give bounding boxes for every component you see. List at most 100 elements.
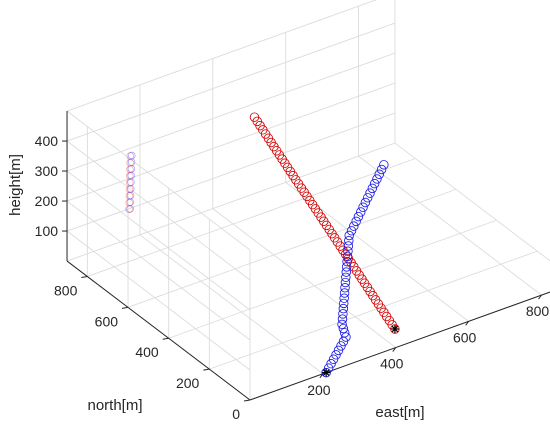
floor-gridline-y: [87, 158, 416, 277]
blue-path-point: [372, 174, 382, 184]
blue-path-point: [338, 303, 349, 314]
faint-blue-point: [128, 151, 136, 160]
blue-path-point: [331, 350, 341, 360]
blue-path-point: [344, 236, 354, 246]
grid-layer: [66, 0, 550, 401]
x-tick-label: 200: [307, 382, 331, 398]
y-axis-line: [66, 260, 251, 401]
blue-path-point: [360, 197, 371, 208]
y-axis-label: north[m]: [87, 397, 142, 414]
blue-path-point: [349, 221, 359, 231]
x-tick-label: 600: [453, 329, 477, 345]
floor-gridline-y: [127, 188, 457, 308]
blue-path-point: [339, 288, 350, 298]
blue-path-point: [336, 341, 346, 351]
blue-path-point: [353, 211, 364, 222]
side-wall-gridline-z: [66, 170, 251, 311]
y-tick-label: 200: [176, 375, 200, 391]
blue-path-point: [343, 246, 353, 256]
blue-path-point: [333, 345, 344, 356]
y-tick-mark: [162, 337, 169, 340]
side-wall-gridline-z: [66, 140, 251, 281]
y-tick-label: 400: [135, 344, 159, 360]
y-tick-mark: [243, 399, 251, 402]
box-edge: [394, 142, 550, 262]
y-tick-mark: [203, 368, 210, 371]
back-wall-gridline-z: [66, 22, 396, 142]
blue-path-point: [343, 241, 354, 251]
data-series: [125, 112, 400, 378]
z-tick-label: 300: [35, 163, 59, 179]
blue-path-point: [338, 309, 348, 319]
start-marker-asterisk: [390, 324, 399, 333]
blue-path-point: [346, 226, 357, 236]
blue-path-point: [337, 314, 348, 324]
blue-path-point: [342, 256, 352, 267]
blue-path-point: [362, 193, 373, 203]
asterisk-stroke: [322, 369, 330, 376]
z-tick-label: 400: [35, 133, 59, 149]
floor-gridline-y: [249, 291, 550, 401]
box-edge: [66, 142, 396, 262]
blue-path-point: [340, 283, 350, 293]
back-wall-gridline-z: [66, 112, 396, 232]
y-tick-label: 800: [54, 282, 78, 298]
floor-gridline-x: [358, 155, 542, 296]
blue-path-point: [341, 267, 351, 277]
side-wall-gridline-z: [66, 230, 251, 371]
red-path-point: [249, 112, 260, 122]
blue-path-point: [351, 216, 361, 227]
blue-path-point: [321, 367, 331, 378]
blue-path-point: [356, 207, 366, 217]
y-tick-label: 0: [232, 406, 240, 422]
blue-path-point: [328, 354, 339, 364]
floor-gridline-x: [285, 182, 469, 322]
blue-path-point: [369, 178, 380, 189]
blue-path-point: [337, 319, 347, 330]
y-tick-label: 600: [95, 313, 119, 329]
asterisk-stroke: [391, 325, 399, 333]
z-tick-label: 200: [35, 193, 59, 209]
x-tick-label: 800: [526, 303, 550, 319]
blue-path-point: [341, 262, 352, 272]
blue-path-point: [376, 164, 387, 175]
blue-path-point: [339, 293, 349, 303]
y-tick-mark: [81, 275, 88, 278]
x-axis-label: east[m]: [375, 404, 424, 421]
x-tick-mark: [538, 294, 542, 300]
floor-gridline-x: [139, 234, 324, 375]
x-tick-mark: [392, 347, 397, 352]
x-tick-label: 400: [380, 356, 404, 372]
x-tick-mark: [465, 321, 470, 326]
axis-layer: [62, 111, 550, 402]
blue-path-point: [344, 230, 354, 241]
y-tick-mark: [121, 306, 129, 309]
back-wall-gridline-z: [66, 82, 396, 202]
floor-gridline-y: [209, 250, 538, 370]
box-edge: [66, 0, 378, 112]
blue-path-point: [342, 251, 353, 262]
blue-path-point: [341, 332, 351, 342]
start-marker-asterisk: [322, 368, 331, 377]
blue-path-point: [326, 358, 336, 369]
blue-path-point: [367, 183, 378, 194]
blue-path-point: [358, 202, 368, 212]
side-wall-gridline-z: [66, 200, 251, 341]
floor-gridline-y: [168, 219, 497, 339]
blue-path-point: [379, 160, 389, 170]
blue-path-point: [341, 272, 351, 283]
box-edge: [66, 110, 251, 251]
blue-path-point: [374, 169, 384, 179]
blue-path-point: [338, 323, 349, 334]
x-axis-line: [249, 291, 550, 401]
z-axis-label: height[m]: [7, 154, 24, 216]
blue-path-point: [340, 277, 351, 288]
blue-path-point: [365, 188, 375, 198]
back-wall-gridline-z: [66, 52, 396, 172]
tick-labels: 200 400 600 800 0 200 400 600 800 100 200 300 400: [35, 133, 550, 422]
blue-path-point: [339, 328, 350, 338]
blue-path-point: [339, 298, 349, 309]
z-tick-label: 100: [35, 223, 59, 239]
